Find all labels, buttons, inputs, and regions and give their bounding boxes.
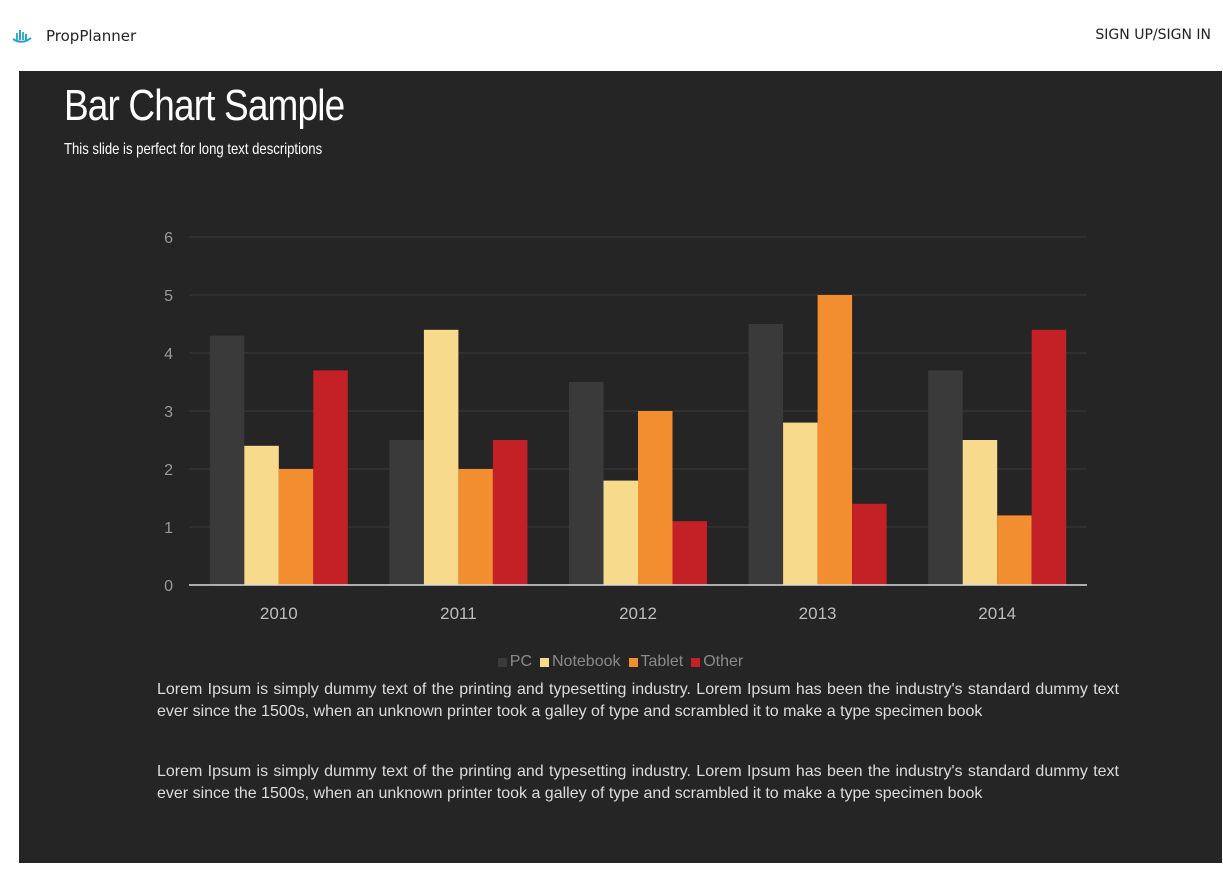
bar-notebook-2011 bbox=[423, 329, 459, 585]
slide-subtitle: This slide is perfect for long text desc… bbox=[64, 141, 323, 158]
x-tick-label: 2012 bbox=[619, 604, 657, 623]
presentation-slide: Bar Chart Sample This slide is perfect f… bbox=[19, 71, 1222, 863]
bar-other-2013 bbox=[852, 503, 887, 585]
bar-tablet-2013 bbox=[817, 295, 853, 585]
legend-swatch bbox=[691, 657, 701, 667]
bar-pc-2013 bbox=[748, 324, 784, 585]
x-tick-label: 2011 bbox=[440, 604, 477, 623]
bar-pc-2014 bbox=[928, 370, 963, 585]
bar-tablet-2011 bbox=[458, 469, 493, 585]
legend-label: Notebook bbox=[552, 653, 621, 670]
bar-tablet-2010 bbox=[278, 469, 314, 585]
bar-notebook-2014 bbox=[962, 440, 998, 585]
bar-pc-2012 bbox=[569, 382, 604, 585]
legend-item-tablet: Tablet bbox=[628, 653, 684, 671]
bar-pc-2010 bbox=[209, 335, 245, 585]
sign-up-sign-in-link[interactable]: SIGN UP/SIGN IN bbox=[1095, 27, 1211, 43]
y-tick-label: 4 bbox=[164, 346, 173, 363]
description-paragraph-1: Lorem Ipsum is simply dummy text of the … bbox=[157, 681, 1119, 720]
chart-legend: PC Notebook Tablet Other bbox=[19, 653, 1222, 671]
brand-name: PropPlanner bbox=[46, 27, 137, 45]
bar-notebook-2010 bbox=[244, 445, 279, 585]
y-tick-label: 2 bbox=[164, 462, 173, 479]
y-tick-label: 1 bbox=[164, 520, 173, 537]
bar-other-2014 bbox=[1031, 329, 1067, 585]
bar-other-2010 bbox=[313, 370, 348, 585]
bar-notebook-2012 bbox=[603, 480, 638, 585]
legend-swatch bbox=[497, 657, 507, 667]
x-tick-label: 2010 bbox=[260, 604, 298, 623]
top-navigation-bar: PropPlanner SIGN UP/SIGN IN bbox=[0, 0, 1223, 70]
bar-pc-2011 bbox=[389, 440, 424, 585]
bar-notebook-2013 bbox=[783, 422, 818, 585]
legend-label: Other bbox=[703, 653, 744, 670]
brand-logo-link[interactable]: PropPlanner bbox=[12, 26, 136, 46]
slide-title: Bar Chart Sample bbox=[64, 81, 345, 130]
legend-label: PC bbox=[509, 653, 532, 670]
description-paragraph-2: Lorem Ipsum is simply dummy text of the … bbox=[157, 763, 1119, 802]
legend-swatch bbox=[540, 657, 549, 667]
bar-chart: 0 1 2 3 4 5 6 2010 2011 2012 2013 2014 bbox=[164, 230, 1087, 623]
x-tick-label: 2013 bbox=[799, 604, 837, 623]
y-tick-label: 3 bbox=[164, 404, 173, 421]
legend-item-notebook: Notebook bbox=[540, 653, 621, 671]
legend-label: Tablet bbox=[640, 653, 684, 670]
x-tick-label: 2014 bbox=[978, 604, 1016, 623]
bar-other-2012 bbox=[672, 521, 707, 585]
y-tick-label: 0 bbox=[164, 578, 173, 595]
bar-tablet-2014 bbox=[997, 515, 1032, 585]
y-tick-label: 6 bbox=[164, 230, 173, 247]
city-skyline-icon bbox=[12, 26, 32, 46]
y-tick-label: 5 bbox=[164, 288, 173, 305]
legend-item-other: Other bbox=[691, 653, 743, 671]
legend-swatch bbox=[628, 657, 638, 667]
legend-item-pc: PC bbox=[497, 653, 532, 671]
bar-tablet-2012 bbox=[638, 411, 673, 585]
bar-other-2011 bbox=[492, 440, 528, 585]
